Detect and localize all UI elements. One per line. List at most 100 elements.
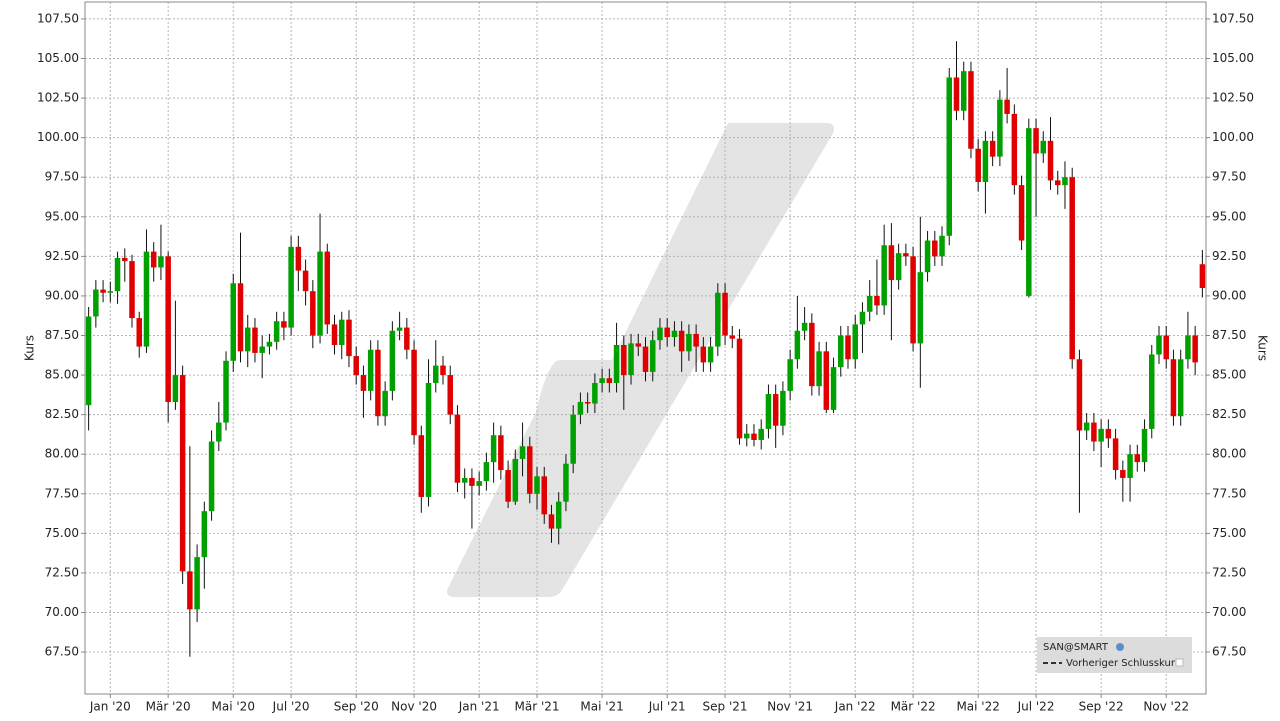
candle-body <box>838 335 844 368</box>
candle-body <box>722 292 728 336</box>
legend-checkbox[interactable] <box>1175 658 1184 667</box>
candle-body <box>490 435 497 463</box>
candle-body <box>324 251 331 325</box>
y-tick-label: 100.00 <box>37 130 79 144</box>
legend-label: SAN@SMART <box>1043 642 1109 653</box>
y-tick-label: 72.50 <box>45 565 79 579</box>
candle-body <box>678 330 685 352</box>
candle-body <box>1192 335 1198 363</box>
candle-body <box>150 251 157 268</box>
candle-body <box>498 435 504 471</box>
x-tick-label: Mär '20 <box>146 700 191 714</box>
y-axis-title: Kurs <box>23 335 37 361</box>
candle-body <box>592 382 598 404</box>
candle-body <box>295 246 302 271</box>
candle-body <box>903 253 909 257</box>
candle-body <box>686 333 692 352</box>
candle-body <box>772 394 779 426</box>
y-tick-label: 85.00 <box>45 368 79 382</box>
candle-body <box>1062 177 1068 186</box>
x-tick-label: Jul '21 <box>648 700 686 714</box>
grid: 67.50 67.50 70.00 70.00 72.50 72.50 75.00 75.00… <box>37 2 1254 714</box>
candle-body <box>801 322 808 331</box>
candle-body <box>859 311 866 325</box>
y-tick-label-right: 80.00 <box>1212 447 1246 461</box>
candle-body <box>85 316 92 406</box>
candle-body <box>736 338 743 439</box>
candle-body <box>411 349 417 436</box>
candle-body <box>187 571 193 610</box>
candle-body <box>1076 359 1083 431</box>
candle-body <box>1011 113 1018 186</box>
y-axis-title-right: Kurs <box>1256 335 1270 361</box>
y-tick-label-right: 107.50 <box>1212 11 1254 25</box>
candle-body <box>1026 128 1032 296</box>
y-tick-label-right: 97.50 <box>1212 170 1246 184</box>
candle-body <box>143 251 150 347</box>
y-tick-label: 95.00 <box>45 209 79 223</box>
candle-body <box>606 378 613 383</box>
candle-body <box>787 359 793 391</box>
legend-icon <box>1116 643 1124 651</box>
candle-body <box>765 394 772 429</box>
candle-body <box>1018 185 1025 241</box>
candle-body <box>715 292 721 347</box>
candle-body <box>599 378 605 383</box>
y-tick-label: 67.50 <box>45 645 79 659</box>
candle-body <box>1156 335 1162 355</box>
candle-body <box>982 140 989 182</box>
candle-body <box>122 257 128 262</box>
y-tick-label-right: 72.50 <box>1212 565 1246 579</box>
candle-body <box>541 476 547 515</box>
candle-body <box>216 422 222 442</box>
candle-body <box>107 291 114 293</box>
y-tick-label: 105.00 <box>37 51 79 65</box>
candle-body <box>563 463 569 502</box>
y-tick-label: 97.50 <box>45 170 79 184</box>
candle-body <box>628 343 634 376</box>
candle-body <box>223 360 229 423</box>
candle-body <box>93 289 99 317</box>
candle-body <box>780 390 786 426</box>
candle-body <box>881 245 887 306</box>
y-tick-label-right: 85.00 <box>1212 368 1246 382</box>
candle-body <box>201 511 208 558</box>
y-tick-label: 77.50 <box>45 486 79 500</box>
candle-body <box>707 346 714 363</box>
candle-body <box>866 295 873 312</box>
candle-body <box>252 327 258 353</box>
candle-body <box>700 346 707 363</box>
candle-body <box>946 77 953 236</box>
y-tick-label-right: 105.00 <box>1212 51 1254 65</box>
y-tick-label-right: 90.00 <box>1212 288 1246 302</box>
candle-body <box>1105 428 1112 439</box>
candle-body <box>389 330 396 391</box>
x-tick-label: Sep '21 <box>703 700 748 714</box>
candle-body <box>194 557 200 610</box>
candle-body <box>613 344 620 383</box>
candle-body <box>353 356 359 376</box>
candle-body <box>917 272 924 344</box>
candle-body <box>845 335 851 360</box>
candle-body <box>1112 438 1119 471</box>
candle-body <box>469 477 475 486</box>
y-tick-label-right: 67.50 <box>1212 645 1246 659</box>
candle-body <box>1047 140 1054 181</box>
legend-box <box>1037 637 1192 673</box>
candle-body <box>584 401 591 404</box>
candle-body <box>1069 177 1075 360</box>
y-tick-label-right: 75.00 <box>1212 526 1246 540</box>
y-tick-label-right: 100.00 <box>1212 130 1254 144</box>
candle-body <box>433 365 439 383</box>
candle-body <box>281 321 287 328</box>
x-tick-label: Mär '22 <box>891 700 936 714</box>
x-tick-label: Nov '20 <box>391 700 437 714</box>
candle-body <box>671 330 678 338</box>
candle-body <box>852 324 858 360</box>
candle-body <box>968 71 974 149</box>
candle-body <box>273 321 280 342</box>
candle-body <box>129 261 135 319</box>
candle-body <box>114 257 121 292</box>
y-tick-label: 70.00 <box>45 605 79 619</box>
